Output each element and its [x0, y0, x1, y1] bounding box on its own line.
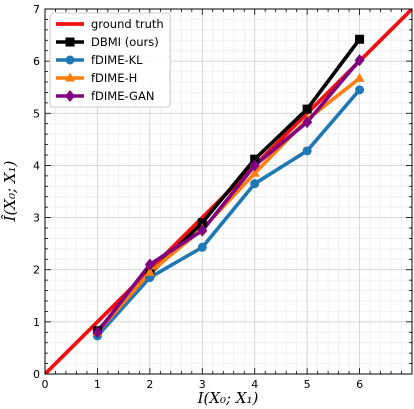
axis-ticks — [44, 8, 413, 375]
x-axis-label: I(X₀; X₁) — [197, 389, 259, 407]
tick-labels: 0 1 2 3 4 5 6 0 1 2 3 4 5 6 7 — [33, 3, 363, 391]
y-axis-label: Î(X₀; X₁) — [1, 160, 19, 222]
data-point — [197, 224, 208, 237]
legend-marker — [65, 37, 75, 47]
data-point — [249, 159, 260, 172]
legend-label: fDIME-GAN — [91, 89, 154, 103]
y-tick-label: 3 — [33, 212, 40, 225]
legend: ground truth DBMI (ours) fDIME-KL fDIME-H fD… — [49, 12, 171, 108]
x-tick-label: 2 — [146, 378, 153, 391]
data-point — [250, 154, 260, 164]
x-tick-label: 0 — [42, 378, 49, 391]
data-point — [355, 34, 365, 44]
data-point — [354, 54, 365, 67]
y-tick-label: 6 — [33, 55, 40, 68]
legend-label: fDIME-H — [91, 71, 137, 85]
legend-marker — [65, 72, 75, 82]
data-point — [197, 242, 207, 252]
data-point — [302, 116, 313, 129]
y-tick-label: 7 — [33, 3, 40, 16]
x-tick-label: 3 — [199, 378, 206, 391]
x-tick-label: 4 — [251, 378, 258, 391]
marker-layer — [92, 34, 365, 341]
series-line — [96, 88, 361, 338]
y-tick-label: 4 — [33, 159, 40, 172]
data-point — [92, 326, 103, 339]
data-point — [250, 179, 260, 189]
legend-label: DBMI (ours) — [91, 35, 159, 49]
plot-frame — [44, 8, 413, 375]
legend-label: fDIME-KL — [91, 53, 143, 67]
y-tick-label: 5 — [33, 107, 40, 120]
data-point — [355, 85, 365, 95]
data-point — [354, 72, 365, 82]
data-point — [197, 218, 207, 228]
legend-marker — [65, 90, 75, 102]
series-layer — [45, 9, 412, 374]
y-tick-label: 1 — [33, 316, 40, 329]
legend-marker — [65, 55, 75, 65]
y-tick-label: 0 — [33, 368, 40, 381]
data-point — [302, 146, 312, 156]
data-point — [144, 258, 155, 271]
y-tick-label: 2 — [33, 264, 40, 277]
data-point — [249, 167, 260, 177]
x-tick-label: 1 — [94, 378, 101, 391]
legend-label: ground truth — [91, 17, 164, 31]
data-point — [302, 104, 312, 114]
x-tick-label: 6 — [356, 378, 363, 391]
data-point — [144, 266, 155, 276]
series-line — [96, 58, 361, 334]
x-tick-label: 5 — [304, 378, 311, 391]
legend-box — [49, 12, 171, 108]
